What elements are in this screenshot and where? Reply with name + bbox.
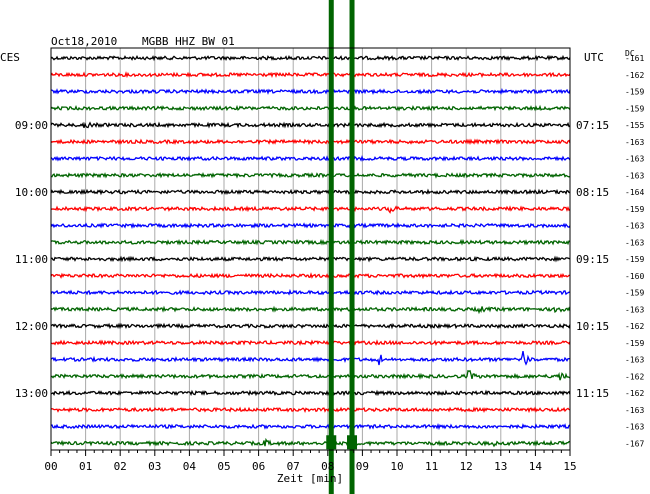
left-hour-label-0: 09:00 bbox=[15, 119, 48, 132]
trace-layer bbox=[50, 54, 571, 448]
x-tick-label-12: 12 bbox=[460, 460, 473, 473]
trace-23 bbox=[50, 437, 570, 448]
dc-offset-3: -159 bbox=[625, 104, 644, 113]
x-tick-label-9: 09 bbox=[356, 460, 369, 473]
station-label: MGBB HHZ BW 01 bbox=[142, 35, 235, 48]
x-tick-label-8: 08 bbox=[321, 460, 334, 473]
x-tick-label-15: 15 bbox=[563, 460, 576, 473]
right-hour-label-4: 11:15 bbox=[576, 387, 609, 400]
right-timezone-label: UTC bbox=[584, 51, 604, 64]
dc-offset-23: -167 bbox=[625, 439, 644, 448]
dc-offset-12: -159 bbox=[625, 255, 644, 264]
dc-offset-15: -163 bbox=[625, 305, 644, 314]
dc-offset-1: -162 bbox=[625, 71, 644, 80]
trace-10 bbox=[50, 222, 571, 230]
trace-12 bbox=[50, 255, 571, 263]
right-hour-label-2: 09:15 bbox=[576, 253, 609, 266]
dc-offset-11: -163 bbox=[625, 238, 644, 247]
trace-6 bbox=[50, 155, 571, 162]
right-hour-label-3: 10:15 bbox=[576, 320, 609, 333]
trace-5 bbox=[50, 138, 571, 146]
label-layer: 09:00 10:00 11:00 12:00 13:00 07:15 08:15 09:15… bbox=[15, 54, 645, 473]
dc-offset-19: -162 bbox=[625, 372, 644, 381]
x-tick-label-3: 03 bbox=[148, 460, 161, 473]
trace-22 bbox=[50, 422, 571, 431]
trace-15 bbox=[50, 305, 571, 315]
right-hour-label-0: 07:15 bbox=[576, 119, 609, 132]
dc-offset-5: -163 bbox=[625, 138, 644, 147]
left-hour-label-2: 11:00 bbox=[15, 253, 48, 266]
left-hour-label-4: 13:00 bbox=[15, 387, 48, 400]
trace-3 bbox=[50, 104, 571, 112]
dc-offset-2: -159 bbox=[625, 88, 644, 97]
trace-9 bbox=[50, 205, 571, 214]
trace-14 bbox=[50, 288, 570, 296]
x-tick-label-10: 10 bbox=[390, 460, 403, 473]
trace-13 bbox=[50, 272, 571, 280]
dc-header-label: DC bbox=[625, 49, 635, 58]
dc-offset-7: -163 bbox=[625, 171, 644, 180]
grid-layer bbox=[85, 48, 536, 450]
dc-offset-10: -163 bbox=[625, 222, 644, 231]
x-tick-label-7: 07 bbox=[287, 460, 300, 473]
dc-offset-20: -162 bbox=[625, 389, 644, 398]
trace-0 bbox=[50, 54, 571, 62]
dc-offset-21: -163 bbox=[625, 406, 644, 415]
dc-offset-0: -161 bbox=[625, 54, 644, 63]
dc-offset-6: -163 bbox=[625, 155, 644, 164]
spike-cap-1 bbox=[347, 435, 358, 450]
x-tick-label-1: 01 bbox=[79, 460, 92, 473]
trace-4 bbox=[50, 121, 571, 129]
trace-20 bbox=[50, 389, 571, 397]
trace-7 bbox=[50, 171, 571, 179]
date-label: Oct18,2010 bbox=[51, 35, 117, 48]
dc-offset-14: -159 bbox=[625, 289, 644, 298]
trace-16 bbox=[50, 322, 571, 330]
dc-offset-9: -159 bbox=[625, 205, 644, 214]
dc-offset-17: -159 bbox=[625, 339, 644, 348]
trace-17 bbox=[50, 339, 571, 347]
trace-21 bbox=[50, 406, 571, 414]
dc-offset-13: -160 bbox=[625, 272, 644, 281]
dc-offset-18: -163 bbox=[625, 356, 644, 365]
left-hour-label-1: 10:00 bbox=[15, 186, 48, 199]
trace-8 bbox=[50, 188, 571, 196]
x-tick-label-6: 06 bbox=[252, 460, 265, 473]
trace-1 bbox=[50, 71, 571, 79]
dc-offset-4: -155 bbox=[625, 121, 644, 130]
left-hour-label-3: 12:00 bbox=[15, 320, 48, 333]
spike-cap-0 bbox=[326, 435, 337, 450]
x-tick-label-0: 00 bbox=[44, 460, 57, 473]
left-timezone-label: CES bbox=[0, 51, 20, 64]
right-hour-label-1: 08:15 bbox=[576, 186, 609, 199]
x-tick-label-5: 05 bbox=[217, 460, 230, 473]
x-tick-label-2: 02 bbox=[114, 460, 127, 473]
x-tick-label-14: 14 bbox=[529, 460, 543, 473]
dc-offset-8: -164 bbox=[625, 188, 644, 197]
x-tick-label-13: 13 bbox=[494, 460, 507, 473]
spike-0 bbox=[328, 0, 334, 494]
trace-11 bbox=[50, 238, 571, 246]
dc-offset-16: -162 bbox=[625, 322, 644, 331]
trace-19 bbox=[50, 369, 571, 381]
trace-18 bbox=[50, 350, 571, 366]
dc-offset-22: -163 bbox=[625, 423, 644, 432]
x-axis-label: Zeit [min] bbox=[277, 472, 343, 485]
x-tick-label-4: 04 bbox=[183, 460, 197, 473]
spike-layer bbox=[326, 0, 358, 494]
trace-2 bbox=[51, 88, 571, 95]
spike-1 bbox=[349, 0, 355, 494]
x-tick-label-11: 11 bbox=[425, 460, 438, 473]
